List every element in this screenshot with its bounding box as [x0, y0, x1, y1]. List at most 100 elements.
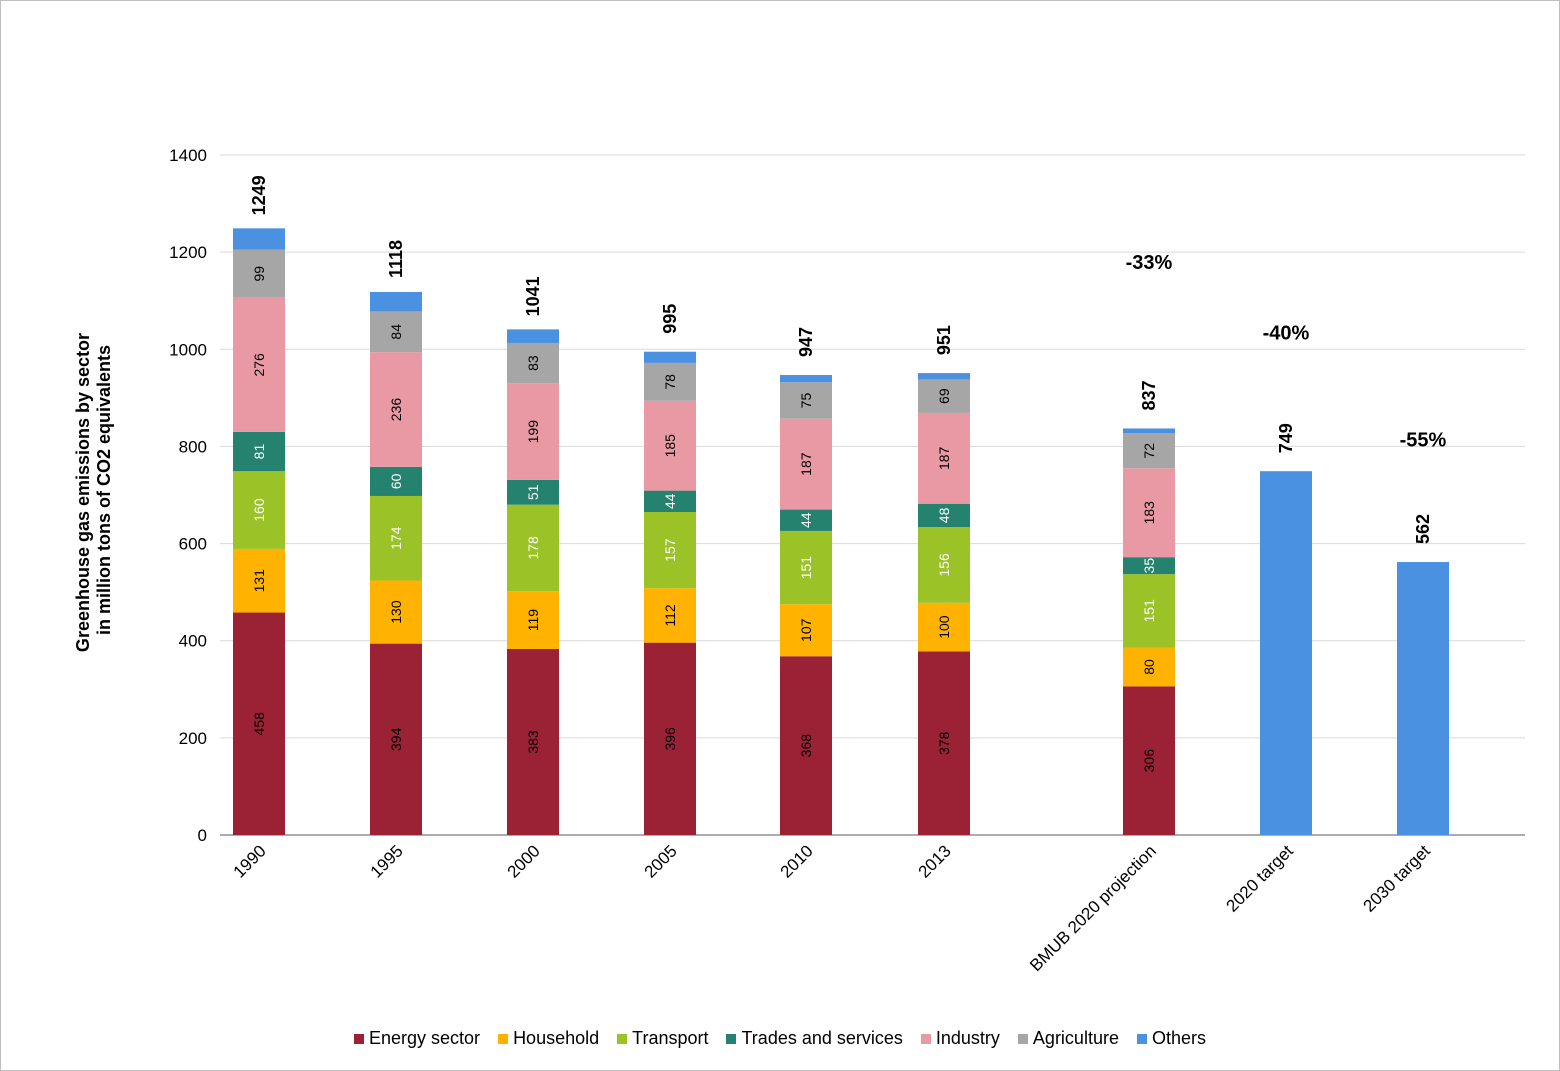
percent-change-annotation: -40%: [1263, 323, 1310, 345]
legend-item: Transport: [617, 1028, 708, 1049]
bar-segment-transport: [780, 530, 832, 605]
bar-stack: 394 130 174 60 236 84 1118: [370, 240, 422, 835]
bar-stack: 458 131 160 81 276 99 1249: [233, 175, 285, 835]
legend-item: Industry: [920, 1028, 1000, 1049]
segment-value-label: 151: [798, 556, 814, 580]
bar-segment-transport: [918, 527, 970, 603]
segment-value-label: 185: [662, 434, 678, 458]
annotations: -33% -40% -55%: [1126, 252, 1447, 451]
legend-swatch: [498, 1033, 509, 1044]
bar-stack: 383 119 178 51 199 83 1041: [507, 276, 559, 835]
legend-swatch: [920, 1033, 931, 1044]
x-tick-label: 2020 target: [1223, 841, 1297, 915]
segment-value-label: 394: [388, 727, 404, 751]
segment-value-label: 69: [936, 388, 952, 404]
bar-segment-household: [233, 548, 285, 613]
bar-segment-transport: [644, 512, 696, 589]
bar-segment-trades-and-services: [507, 479, 559, 505]
bar-segment-others: [644, 351, 696, 363]
legend-label: Others: [1151, 1028, 1206, 1048]
bar-segment-energy-sector: [507, 648, 559, 835]
segment-value-label: 131: [251, 569, 267, 593]
legend-item: Energy sector: [354, 1028, 480, 1049]
bar-segment-others: [233, 228, 285, 250]
x-tick-label: 2030 target: [1360, 841, 1434, 915]
segment-value-label: 183: [1141, 501, 1157, 525]
bar-segment-others: [1260, 471, 1312, 835]
segment-value-label: 174: [388, 526, 404, 550]
y-tick-label: 1000: [169, 340, 207, 359]
segment-value-label: 75: [798, 393, 814, 409]
y-axis-label: Greenhouse gas emissions by sector in mi…: [73, 328, 114, 652]
segment-value-label: 100: [936, 615, 952, 639]
segment-value-label: 368: [798, 734, 814, 758]
y-tick-label: 1200: [169, 243, 207, 262]
total-value-label: 1118: [386, 240, 406, 278]
segment-value-label: 151: [1141, 599, 1157, 623]
bar-segment-transport: [507, 504, 559, 592]
total-value-label: 749: [1276, 423, 1296, 453]
legend-label: Industry: [935, 1028, 1000, 1048]
bar-stack: 378 100 156 48 187 69 951: [918, 325, 970, 835]
legend-label: Household: [513, 1028, 600, 1048]
bar-segment-industry: [370, 352, 422, 467]
bar-segment-others: [507, 329, 559, 343]
legend-label: Trades and services: [741, 1028, 903, 1048]
bar-segment-energy-sector: [780, 656, 832, 835]
bar-segment-others: [1123, 428, 1175, 434]
bar-segment-transport: [370, 495, 422, 581]
bar-segment-trades-and-services: [233, 431, 285, 472]
percent-change-annotation: -55%: [1400, 429, 1447, 451]
segment-value-label: 80: [1141, 659, 1157, 675]
segment-value-label: 60: [388, 473, 404, 489]
bar-segment-transport: [1123, 574, 1175, 648]
bar-segment-trades-and-services: [918, 503, 970, 528]
segment-value-label: 156: [936, 553, 952, 577]
x-tick-label: 2010: [777, 841, 817, 881]
legend-item: Agriculture: [1017, 1028, 1119, 1049]
segment-value-label: 81: [251, 444, 267, 460]
segment-value-label: 236: [388, 398, 404, 422]
x-tick-label: 1990: [230, 841, 270, 881]
bar-segment-agriculture: [918, 379, 970, 413]
bar-segment-trades-and-services: [370, 466, 422, 496]
segment-value-label: 83: [525, 355, 541, 371]
legend-label: Agriculture: [1032, 1028, 1119, 1048]
segment-value-label: 396: [662, 727, 678, 751]
y-tick-label: 1400: [169, 146, 207, 165]
segment-value-label: 84: [388, 324, 404, 340]
legend-item: Household: [498, 1028, 599, 1049]
segment-value-label: 44: [798, 512, 814, 528]
segment-value-label: 35: [1141, 558, 1157, 574]
bar-segment-others: [780, 375, 832, 383]
segment-value-label: 44: [662, 493, 678, 509]
total-value-label: 837: [1139, 380, 1159, 410]
legend-swatch: [617, 1033, 628, 1044]
bar-segment-household: [370, 580, 422, 644]
segment-value-label: 160: [251, 498, 267, 522]
x-tick-label: 1995: [367, 841, 407, 881]
y-tick-label: 600: [179, 535, 207, 554]
total-value-label: 951: [934, 325, 954, 355]
total-value-label: 562: [1413, 514, 1433, 544]
bar-segment-energy-sector: [370, 643, 422, 835]
segment-value-label: 187: [798, 452, 814, 476]
y-tick-label: 800: [179, 437, 207, 456]
bar-segment-household: [918, 602, 970, 652]
total-value-label: 1249: [249, 175, 269, 215]
y-tick-label: 0: [198, 826, 207, 845]
legend-item: Others: [1136, 1028, 1206, 1049]
bar-segment-household: [507, 591, 559, 649]
bar-segment-others: [1397, 562, 1449, 835]
segment-value-label: 178: [525, 536, 541, 560]
segment-value-label: 99: [251, 266, 267, 282]
bar-segment-transport: [233, 471, 285, 549]
x-tick-label: 2005: [641, 841, 681, 881]
y-axis-ticks: 0 200 400 600 800 1000 1200 1400: [169, 146, 207, 845]
segment-value-label: 119: [525, 609, 541, 632]
legend-swatch: [726, 1033, 737, 1044]
bar-segment-energy-sector: [644, 642, 696, 835]
bar-segment-agriculture: [370, 311, 422, 353]
legend-label: Energy sector: [369, 1028, 481, 1048]
